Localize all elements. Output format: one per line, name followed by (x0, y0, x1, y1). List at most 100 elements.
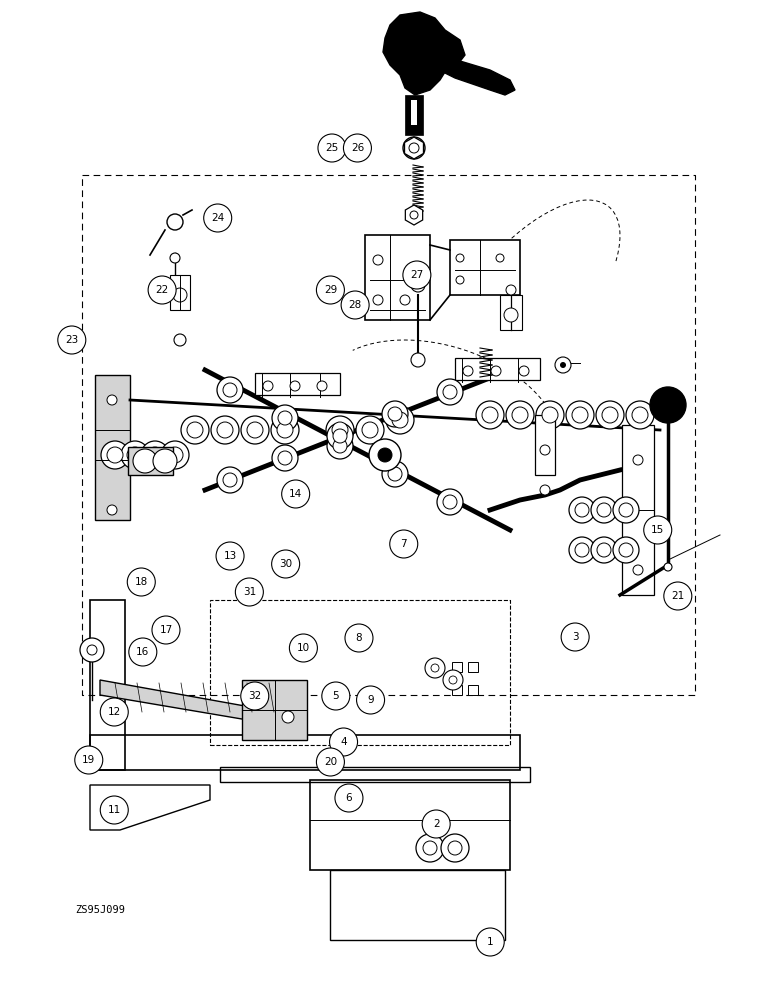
Circle shape (416, 834, 444, 862)
Circle shape (542, 407, 558, 423)
Circle shape (373, 255, 383, 265)
Circle shape (263, 381, 273, 391)
Circle shape (332, 422, 348, 438)
Circle shape (187, 422, 203, 438)
Circle shape (204, 204, 232, 232)
Bar (455, 358, 540, 380)
Circle shape (272, 405, 298, 431)
Circle shape (277, 422, 293, 438)
Circle shape (613, 497, 639, 523)
Circle shape (330, 728, 357, 756)
Bar (330, 870, 505, 940)
Circle shape (443, 385, 457, 399)
Circle shape (423, 841, 437, 855)
Circle shape (327, 433, 353, 459)
Text: 23: 23 (65, 335, 79, 345)
Circle shape (591, 497, 617, 523)
Text: 29: 29 (323, 285, 337, 295)
Text: ZS95J099: ZS95J099 (75, 905, 125, 915)
Text: 10: 10 (296, 643, 310, 653)
Circle shape (437, 379, 463, 405)
Circle shape (575, 543, 589, 557)
Circle shape (223, 473, 237, 487)
Circle shape (333, 439, 347, 453)
Text: 4: 4 (340, 737, 347, 747)
Circle shape (357, 686, 384, 714)
Circle shape (362, 422, 378, 438)
Text: 22: 22 (155, 285, 169, 295)
Circle shape (341, 291, 369, 319)
Circle shape (633, 455, 643, 465)
Circle shape (626, 401, 654, 429)
Bar (535, 415, 555, 475)
Circle shape (569, 537, 595, 563)
Circle shape (597, 503, 611, 517)
Circle shape (482, 407, 498, 423)
Bar (468, 685, 478, 695)
Bar (310, 780, 510, 870)
Circle shape (443, 670, 463, 690)
Bar (468, 662, 478, 672)
Circle shape (317, 276, 344, 304)
Circle shape (512, 407, 528, 423)
Text: 28: 28 (348, 300, 362, 310)
Circle shape (403, 137, 425, 159)
Circle shape (390, 530, 418, 558)
Circle shape (127, 447, 143, 463)
Circle shape (591, 537, 617, 563)
Circle shape (540, 445, 550, 455)
Polygon shape (435, 55, 515, 95)
Circle shape (388, 407, 402, 421)
Circle shape (217, 467, 243, 493)
Circle shape (272, 445, 298, 471)
Circle shape (271, 416, 299, 444)
Circle shape (333, 429, 347, 443)
Circle shape (167, 447, 183, 463)
Text: 27: 27 (410, 270, 424, 280)
Bar (365, 235, 430, 320)
Circle shape (356, 416, 384, 444)
Circle shape (506, 285, 516, 295)
Circle shape (613, 537, 639, 563)
Text: 32: 32 (248, 691, 262, 701)
Text: 9: 9 (367, 695, 374, 705)
Bar (242, 680, 307, 740)
Text: 13: 13 (223, 551, 237, 561)
Circle shape (664, 582, 692, 610)
Circle shape (463, 366, 473, 376)
Circle shape (597, 543, 611, 557)
Circle shape (596, 401, 624, 429)
Circle shape (318, 134, 346, 162)
Circle shape (431, 664, 439, 672)
Circle shape (449, 676, 457, 684)
Circle shape (369, 439, 401, 471)
Circle shape (443, 495, 457, 509)
Circle shape (100, 698, 128, 726)
Circle shape (107, 447, 123, 463)
Bar (128, 447, 173, 475)
Text: 20: 20 (323, 757, 337, 767)
Circle shape (317, 748, 344, 776)
Circle shape (127, 568, 155, 596)
Text: 11: 11 (107, 805, 121, 815)
Circle shape (448, 841, 462, 855)
Circle shape (569, 497, 595, 523)
Text: 5: 5 (333, 691, 339, 701)
Circle shape (456, 276, 464, 284)
Circle shape (378, 448, 392, 462)
Circle shape (476, 928, 504, 956)
Text: 8: 8 (356, 633, 362, 643)
Circle shape (153, 449, 177, 473)
Circle shape (101, 441, 129, 469)
Circle shape (317, 381, 327, 391)
Circle shape (290, 381, 300, 391)
Circle shape (121, 441, 149, 469)
Circle shape (241, 416, 269, 444)
Circle shape (345, 624, 373, 652)
Polygon shape (100, 680, 295, 728)
Circle shape (133, 449, 157, 473)
Circle shape (75, 746, 103, 774)
Bar (452, 685, 462, 695)
Text: 2: 2 (433, 819, 439, 829)
Circle shape (644, 516, 672, 544)
